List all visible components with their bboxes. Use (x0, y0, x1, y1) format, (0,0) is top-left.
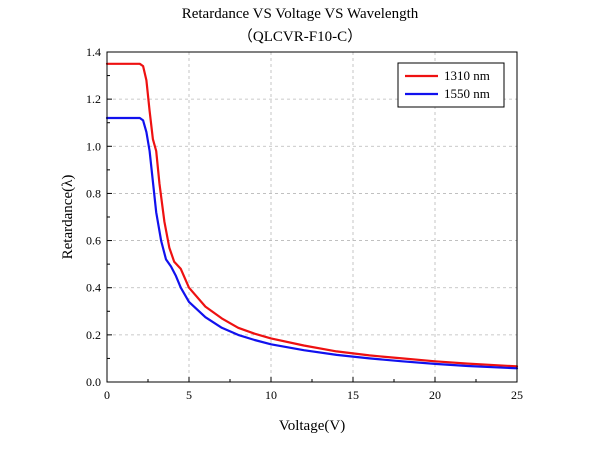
y-axis-label: Retardance(λ) (60, 175, 76, 260)
y-tick-label: 0.6 (86, 234, 101, 248)
series-line-1 (105, 62, 519, 368)
y-tick-label: 0.8 (86, 186, 101, 200)
y-tick-label: 1.0 (86, 139, 101, 153)
chart-title: Retardance VS Voltage VS Wavelength (181, 6, 419, 22)
x-tick-label: 25 (511, 388, 523, 402)
legend: 1310 nm 1550 nm (397, 62, 505, 108)
y-tick-label: 0.4 (86, 281, 101, 295)
legend-label: 1310 nm (444, 68, 490, 83)
chart-subtitle: （QLCVR-F10-C） (237, 29, 363, 45)
x-tick-label: 20 (429, 388, 441, 402)
y-tick-label: 1.2 (86, 92, 101, 106)
y-tick-label: 1.4 (86, 45, 101, 59)
series-line-2 (105, 116, 519, 370)
x-tick-label: 5 (186, 388, 192, 402)
axis-ticks: 0 5 10 15 20 25 0.0 0.2 0.4 0.6 0.8 1.0 1.2 1.4 (86, 45, 523, 402)
x-tick-label: 0 (104, 388, 110, 402)
y-tick-label: 0.2 (86, 328, 101, 342)
y-tick-label: 0.0 (86, 375, 101, 389)
series-lines (105, 62, 519, 370)
plot-frame (106, 51, 518, 383)
legend-box (397, 62, 505, 108)
x-axis-label: Voltage(V) (279, 418, 345, 434)
x-tick-label: 10 (265, 388, 277, 402)
x-tick-label: 15 (347, 388, 359, 402)
legend-label: 1550 nm (444, 86, 490, 101)
